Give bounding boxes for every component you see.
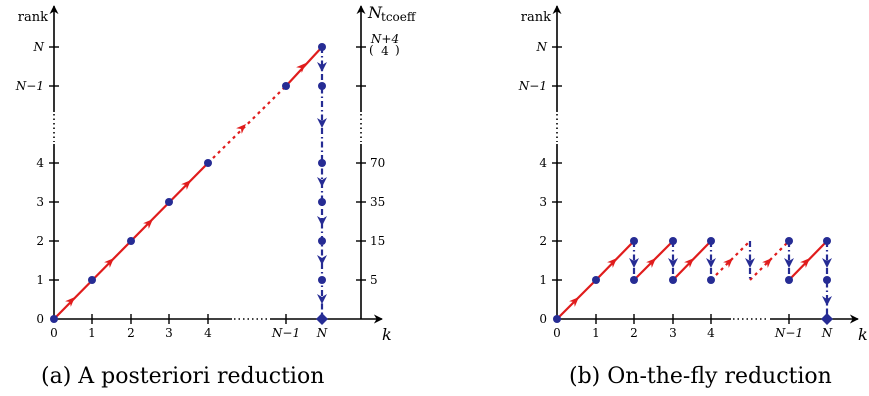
point [669,237,677,245]
point [282,82,290,90]
panel-b-x-tick-nminus1: N−1 [774,326,803,340]
point [630,237,638,245]
panel-a-x-tick-1: 1 [88,326,96,340]
point [785,276,793,284]
panel-b-caption: (b) On-the-fly reduction [569,364,832,389]
panel-a-right-tick-5: 5 [370,273,378,287]
panel-b-blue-segments [634,241,827,319]
point [318,276,326,284]
panel-a-right-tick-35: 35 [370,195,385,209]
panel-b-points [553,237,833,325]
panel-b-y-tick-n: N [536,40,548,54]
panel-a-y-tick-3: 3 [36,195,44,209]
svg-text:): ) [395,43,400,57]
panel-a-right-tick-binomial: ( N+4 4 ) [369,32,400,58]
panel-b-y-tick-3: 3 [539,195,547,209]
panel-a-y-tick-nminus1: N−1 [15,79,44,93]
panel-b-x-tick-3: 3 [669,326,677,340]
panel-a-y-tick-n: N [33,40,45,54]
point [669,276,677,284]
panel-b-y-tick-1: 1 [539,273,547,287]
panel-a-right-axis-label: N tcoeff [367,3,417,24]
panel-a-x-tick-2: 2 [127,326,135,340]
panel-a-x-tick-n: N [316,326,328,340]
panel-a-x-tick-3: 3 [165,326,173,340]
diamond-point [821,313,833,325]
point [823,237,831,245]
panel-b-x-tick-1: 1 [592,326,600,340]
panel-b-x-tick-0: 0 [553,326,561,340]
panel-a-y-tick-0: 0 [36,312,44,326]
panel-b-x-axis-label: k [858,325,868,344]
point [553,315,561,323]
panel-a-red-dotted [208,86,286,163]
point [88,276,96,284]
panel-a-y-axis-label: rank [18,10,48,25]
point [785,237,793,245]
point [318,237,326,245]
panel-b-y-tick-2: 2 [539,234,547,248]
blue-arrowhead [317,255,327,265]
panel-b-y-axis-label: rank [521,10,551,25]
point [318,82,326,90]
panel-a-caption: (a) A posteriori reduction [41,364,324,389]
panel-a-right-tick-70: 70 [370,156,385,170]
diamond-point [316,313,328,325]
point [50,315,58,323]
panel-b-y-tick-nminus1: N−1 [518,79,547,93]
panel-b-blue-arrowheads [629,258,832,306]
point [630,276,638,284]
panel-a-x-axis-label: k [382,325,392,344]
point [592,276,600,284]
blue-arrowhead [317,216,327,226]
point [823,276,831,284]
point [318,159,326,167]
svg-text:tcoeff: tcoeff [381,10,417,24]
panel-b-x-tick-2: 2 [630,326,638,340]
binomial-lower: 4 [381,44,389,58]
panel-a-y-tick-4: 4 [36,156,44,170]
panel-b-x-tick-n: N [821,326,833,340]
red-arrowhead [723,255,736,268]
point [127,237,135,245]
panel-b-red-arrowheads [569,255,813,307]
point [707,276,715,284]
panel-b-y-tick-0: 0 [539,312,547,326]
point [318,198,326,206]
panel-b-x-tick-4: 4 [707,326,715,340]
panel-a-y-tick-2: 2 [36,234,44,248]
panel-a: 0 1 2 3 4 N−1 N 0 1 2 3 4 N−1 N 5 15 35 … [15,3,417,389]
point [707,237,715,245]
panel-b: 0 1 2 3 4 N−1 N 0 1 2 3 4 N−1 N rank k [518,6,868,389]
point [165,198,173,206]
panel-a-y-tick-1: 1 [36,273,44,287]
panel-a-x-tick-4: 4 [204,326,212,340]
red-arrowhead [762,255,775,268]
panel-a-right-tick-15: 15 [370,234,385,248]
panel-a-x-tick-nminus1: N−1 [271,326,300,340]
panel-b-y-tick-4: 4 [539,156,547,170]
panel-a-x-tick-0: 0 [50,326,58,340]
point [204,159,212,167]
point [318,43,326,51]
